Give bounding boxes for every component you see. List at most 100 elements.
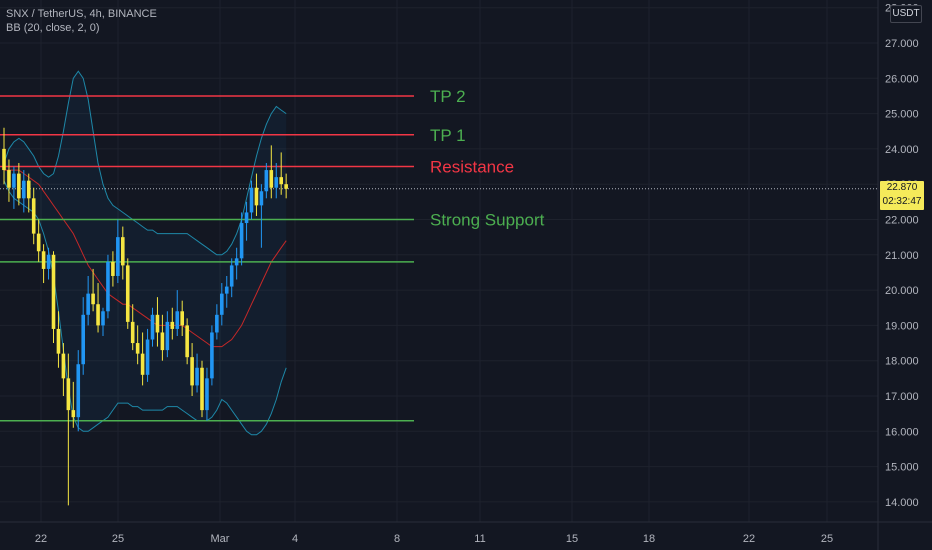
- level-label: Strong Support: [430, 211, 545, 230]
- candle-body: [165, 321, 170, 351]
- last-price-tag: 22.870 02:32:47: [880, 181, 924, 210]
- y-tick-label: 27.000: [885, 38, 919, 50]
- x-tick-label: Mar: [211, 533, 230, 545]
- candle-body: [71, 410, 76, 418]
- candle-body: [31, 198, 36, 234]
- y-tick-label: 16.000: [885, 426, 919, 438]
- x-tick-label: 4: [292, 533, 298, 545]
- candle-body: [254, 187, 259, 206]
- x-tick-label: 22: [743, 533, 755, 545]
- candle-body: [36, 233, 41, 252]
- candle-body: [274, 177, 279, 188]
- candle-body: [229, 265, 234, 287]
- candle-body: [249, 187, 254, 213]
- candle-body: [81, 314, 85, 365]
- candle-body: [145, 339, 150, 375]
- y-tick-label: 22.000: [885, 215, 919, 227]
- x-tick-label: 25: [821, 533, 833, 545]
- x-tick-label: 11: [474, 533, 485, 545]
- candle-body: [195, 367, 199, 386]
- symbol-title[interactable]: SNX / TetherUS, 4h, BINANCE: [6, 8, 157, 20]
- candle-body: [175, 311, 180, 329]
- candle-body: [56, 328, 61, 354]
- candle-body: [106, 261, 110, 312]
- candle-body: [66, 378, 71, 411]
- candle-body: [205, 378, 209, 411]
- candle-body: [140, 353, 145, 375]
- level-label: TP 1: [430, 126, 466, 145]
- candle-body: [135, 343, 140, 354]
- candle-body: [259, 191, 264, 206]
- bb-basis-line: [4, 169, 287, 348]
- x-tick-label: 22: [35, 533, 47, 545]
- candle-body: [200, 367, 204, 411]
- candle-body: [279, 177, 283, 185]
- candle-body: [210, 332, 214, 379]
- y-tick-label: 17.000: [885, 391, 919, 403]
- candle-body: [26, 180, 31, 199]
- candle-body: [269, 170, 274, 188]
- candle-body: [170, 321, 175, 329]
- y-tick-label: 24.000: [885, 144, 919, 156]
- candle-body: [125, 265, 130, 322]
- y-tick-label: 18.000: [885, 356, 919, 368]
- candle-body: [160, 332, 165, 351]
- candle-body: [215, 314, 219, 333]
- indicator-label[interactable]: BB (20, close, 2, 0): [6, 22, 100, 34]
- candle-body: [76, 364, 81, 418]
- y-tick-label: 25.000: [885, 109, 919, 121]
- candle-body: [51, 254, 56, 329]
- currency-unit-button[interactable]: USDT: [890, 5, 922, 23]
- candle-body: [7, 170, 11, 188]
- x-tick-label: 8: [394, 533, 400, 545]
- candle-body: [150, 314, 155, 340]
- candles: [2, 127, 288, 506]
- candle-body: [111, 261, 115, 276]
- bb-fill: [4, 71, 287, 435]
- candle-body: [190, 357, 194, 386]
- candle-body: [220, 293, 224, 315]
- y-tick-label: 26.000: [885, 73, 919, 85]
- bar-countdown: 02:32:47: [882, 196, 922, 207]
- candle-body: [130, 321, 135, 344]
- y-tick-label: 20.000: [885, 285, 919, 297]
- candle-body: [224, 286, 229, 294]
- candle-body: [41, 251, 46, 269]
- level-lines: TP 2 TP 1 Resistance Strong Support: [0, 87, 878, 422]
- grid: [0, 0, 878, 522]
- candle-body: [2, 148, 6, 171]
- candle-body: [96, 304, 100, 326]
- candle-body: [239, 223, 244, 259]
- candle-body: [12, 173, 16, 188]
- candle-body: [284, 184, 288, 189]
- chart-legend: SNX / TetherUS, 4h, BINANCE BB (20, clos…: [6, 7, 157, 35]
- level-label: Resistance: [430, 158, 514, 177]
- y-tick-label: 21.000: [885, 250, 919, 262]
- bollinger-bands: [3, 70, 287, 436]
- candle-body: [86, 293, 90, 315]
- y-tick-label: 19.000: [885, 320, 919, 332]
- y-tick-label: 14.000: [885, 497, 919, 509]
- candle-body: [121, 237, 125, 266]
- candle-body: [234, 258, 239, 266]
- candle-body: [116, 237, 120, 276]
- candle-body: [185, 325, 189, 358]
- candle-body: [155, 314, 160, 333]
- level-label: TP 2: [430, 87, 466, 106]
- candle-body: [17, 173, 21, 199]
- candle-body: [91, 293, 95, 305]
- bb-upper-line: [3, 70, 287, 256]
- x-tick-label: 15: [566, 533, 578, 545]
- candle-body: [22, 180, 26, 199]
- candle-body: [61, 353, 66, 379]
- last-price-value: 22.870: [886, 182, 918, 193]
- candle-body: [244, 212, 249, 224]
- candle-body: [264, 170, 269, 192]
- x-tick-label: 25: [112, 533, 124, 545]
- candle-body: [180, 311, 184, 326]
- candle-body: [101, 311, 105, 326]
- candle-body: [46, 254, 51, 269]
- y-tick-label: 15.000: [885, 462, 919, 474]
